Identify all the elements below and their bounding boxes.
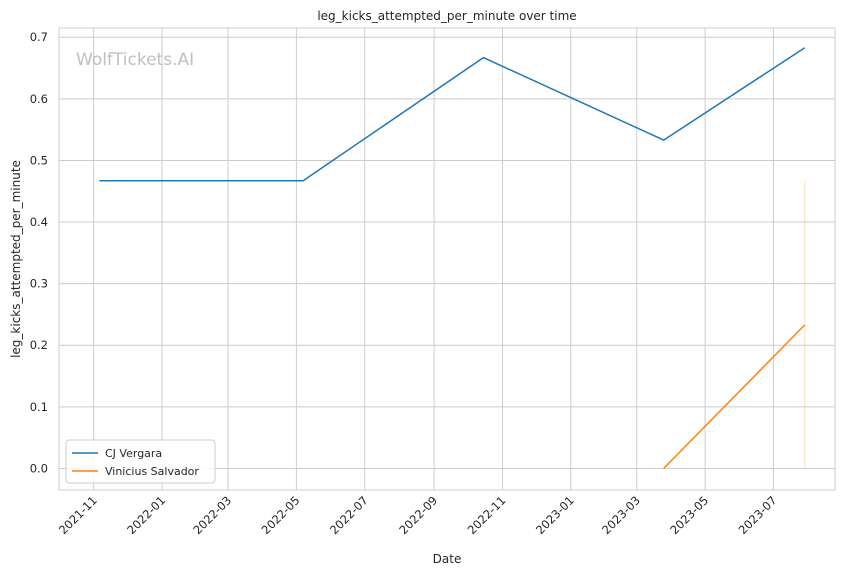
grid [59,28,835,490]
y-tick-label: 0.4 [30,215,48,229]
y-tick-labels: 0.0 0.1 0.2 0.3 0.4 0.5 0.6 0.7 [30,30,48,475]
series-line-vinicius-salvador [663,324,806,469]
series-line-cj-vergara [99,47,806,182]
y-tick-label: 0.3 [30,277,48,291]
watermark: WolfTickets.AI [76,50,194,70]
x-axis-label: Date [433,552,462,566]
plot-frame [58,27,836,491]
y-tick-label: 0.1 [30,400,48,414]
series-layer [99,47,806,469]
y-tick-label: 0.7 [30,30,48,44]
legend: CJ Vergara Vinicius Salvador [65,439,216,484]
y-tick-label: 0.5 [30,153,48,167]
y-tick-label: 0.6 [30,92,48,106]
y-axis-label: leg_kicks_attempted_per_minute [9,160,23,358]
y-tick-label: 0.2 [30,338,48,352]
legend-label-cj-vergara: CJ Vergara [105,447,162,460]
legend-label-vinicius-salvador: Vinicius Salvador [105,465,199,478]
legend-box [65,439,216,484]
y-tick-label: 0.0 [30,461,48,475]
chart-title: leg_kicks_attempted_per_minute over time [317,9,576,23]
